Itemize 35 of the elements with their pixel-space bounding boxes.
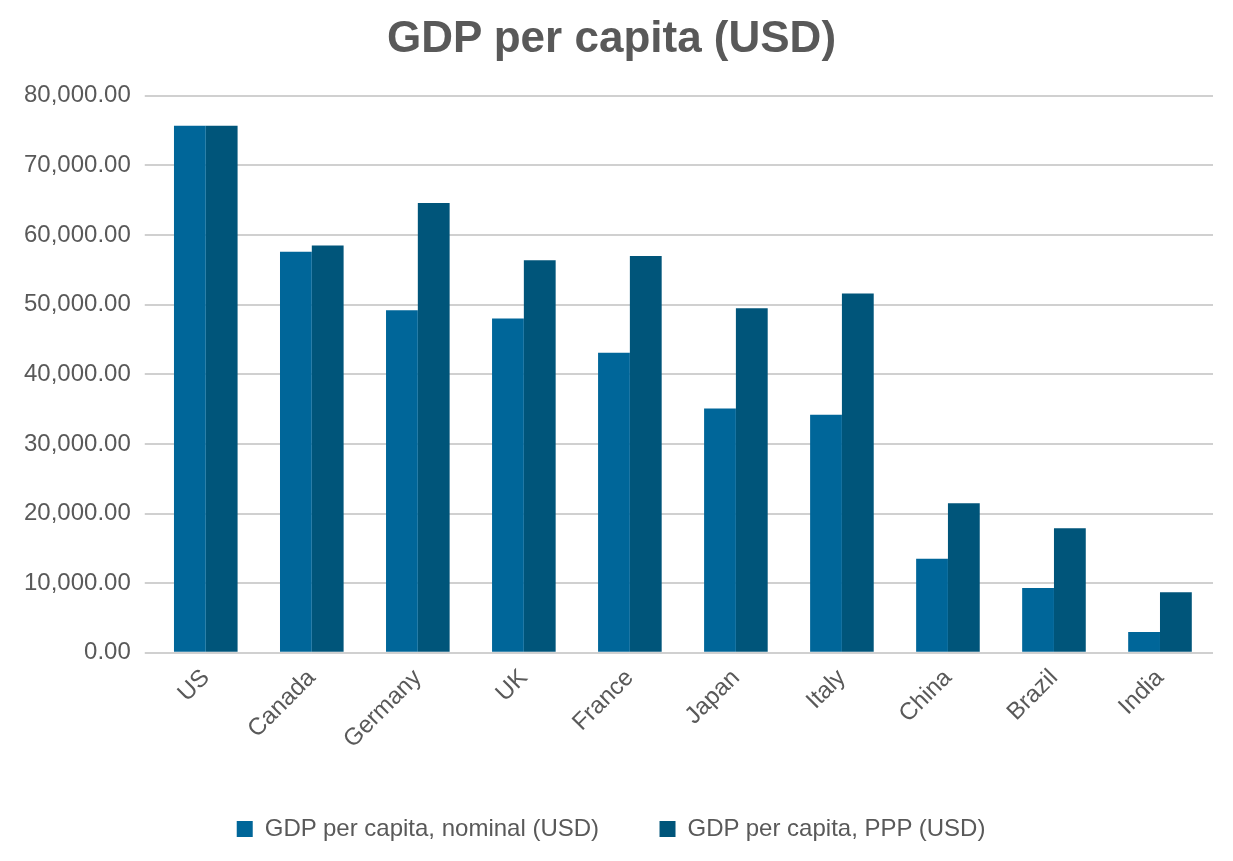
y-tick-label: 50,000.00	[23, 289, 131, 317]
bar	[311, 245, 344, 652]
bar	[704, 408, 736, 652]
y-tick-label: 60,000.00	[23, 219, 131, 247]
x-tick-label: Italy	[799, 663, 851, 714]
bar	[386, 310, 418, 652]
bar	[1128, 631, 1160, 652]
y-tick-label: 70,000.00	[23, 150, 131, 178]
bar	[841, 293, 874, 652]
bar	[1022, 588, 1054, 652]
x-tick-label: US	[171, 663, 214, 706]
bar	[916, 558, 948, 652]
chart-title: GDP per capita (USD)	[386, 11, 837, 61]
x-tick-label: UK	[489, 663, 533, 706]
y-tick-label: 20,000.00	[23, 498, 131, 526]
y-tick-label: 80,000.00	[23, 80, 131, 108]
bar	[735, 308, 768, 652]
bar	[280, 251, 312, 652]
bar	[492, 318, 524, 652]
legend-label: GDP per capita, nominal (USD)	[264, 813, 600, 841]
bar	[810, 414, 842, 652]
y-tick-label: 30,000.00	[23, 428, 131, 456]
y-tick-label: 10,000.00	[23, 567, 131, 595]
bar	[417, 203, 450, 652]
y-tick-label: 0.00	[84, 637, 131, 665]
bar	[173, 125, 206, 652]
bar	[205, 125, 238, 652]
bar	[523, 260, 556, 652]
bar	[598, 352, 630, 652]
bar	[947, 503, 980, 652]
y-tick-label: 40,000.00	[23, 358, 131, 386]
bar	[1053, 528, 1086, 652]
bar	[1159, 592, 1192, 652]
legend-label: GDP per capita, PPP (USD)	[687, 813, 986, 841]
bar	[629, 255, 662, 652]
